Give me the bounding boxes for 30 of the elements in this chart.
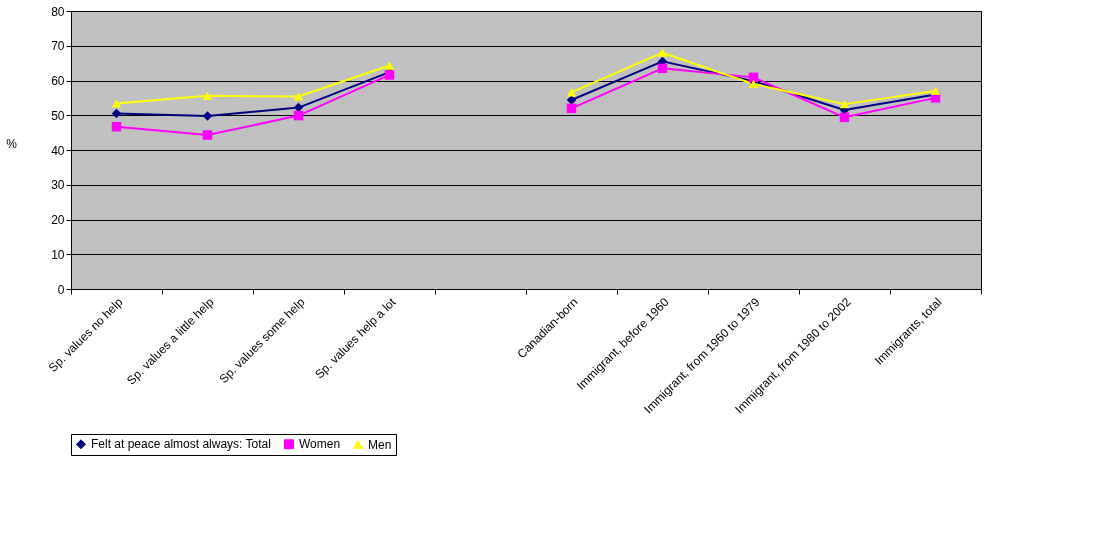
y-axis-title: % (6, 136, 18, 151)
point (657, 63, 668, 74)
point (384, 61, 395, 70)
y-tick-label: 70 (51, 39, 65, 54)
y-tick-label: 60 (51, 74, 65, 88)
point (111, 108, 122, 119)
y-tick-label: 0 (57, 282, 65, 297)
point (202, 111, 213, 121)
point (111, 99, 122, 108)
point (566, 88, 577, 97)
point (930, 86, 941, 96)
legend-label: Felt at peace almost always: Total (91, 437, 271, 452)
point (566, 103, 577, 114)
point (839, 112, 850, 123)
point (839, 100, 850, 109)
y-tick-label: 30 (51, 178, 65, 193)
y-tick-label: 10 (51, 247, 65, 262)
y-tick-label: 50 (51, 108, 65, 123)
point (202, 91, 213, 100)
y-tick-label: 40 (51, 143, 65, 158)
point (293, 92, 304, 101)
point (657, 48, 668, 57)
y-tick-label: 20 (51, 213, 65, 227)
point (202, 130, 213, 140)
y-tick-label: 80 (51, 4, 65, 19)
point (293, 110, 304, 121)
point (566, 95, 577, 105)
point (111, 121, 122, 132)
legend-label: Women (299, 437, 341, 452)
legend-label: Men (368, 437, 392, 452)
